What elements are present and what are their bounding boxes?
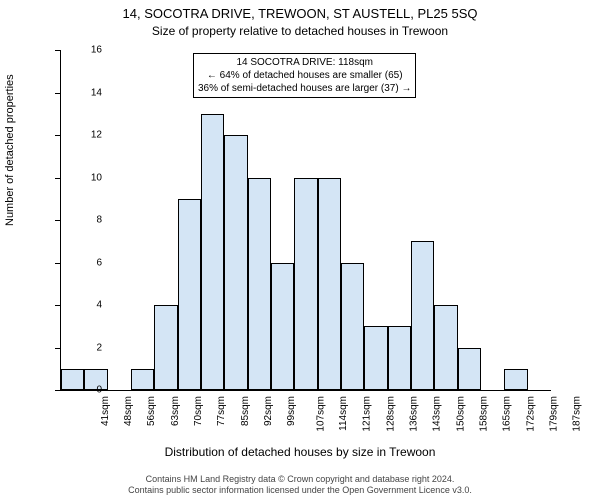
x-tick-label: 187sqm <box>572 396 583 432</box>
y-tick-label: 6 <box>96 257 102 268</box>
annotation-line-1: 14 SOCOTRA DRIVE: 118sqm <box>198 56 411 69</box>
chart-title-2: Size of property relative to detached ho… <box>0 24 600 38</box>
y-tick <box>55 93 61 94</box>
footer-text: Contains HM Land Registry data © Crown c… <box>0 474 600 496</box>
y-tick <box>55 348 61 349</box>
bar <box>434 305 457 390</box>
bar <box>318 178 341 391</box>
y-tick-label: 16 <box>91 45 102 56</box>
annotation-box: 14 SOCOTRA DRIVE: 118sqm ← 64% of detach… <box>193 53 416 98</box>
y-tick-label: 14 <box>91 87 102 98</box>
footer-line-1: Contains HM Land Registry data © Crown c… <box>0 474 600 485</box>
y-tick <box>55 263 61 264</box>
y-tick <box>55 50 61 51</box>
y-tick-label: 12 <box>91 130 102 141</box>
x-tick-label: 158sqm <box>479 396 490 432</box>
bar <box>154 305 177 390</box>
x-tick-label: 92sqm <box>263 396 274 426</box>
x-tick-label: 136sqm <box>409 396 420 432</box>
bar <box>201 114 224 390</box>
chart-title-1: 14, SOCOTRA DRIVE, TREWOON, ST AUSTELL, … <box>0 6 600 21</box>
chart-container: 14, SOCOTRA DRIVE, TREWOON, ST AUSTELL, … <box>0 0 600 500</box>
bar <box>388 326 411 390</box>
x-tick-label: 128sqm <box>385 396 396 432</box>
y-tick-label: 10 <box>91 172 102 183</box>
x-tick-label: 172sqm <box>525 396 536 432</box>
x-tick-label: 85sqm <box>240 396 251 426</box>
y-tick-label: 8 <box>96 215 102 226</box>
plot-area <box>60 50 551 391</box>
x-axis-label: Distribution of detached houses by size … <box>0 445 600 459</box>
y-tick-label: 2 <box>96 342 102 353</box>
bar <box>411 241 434 390</box>
footer-line-2: Contains public sector information licen… <box>0 485 600 496</box>
y-tick-label: 4 <box>96 300 102 311</box>
annotation-line-3: 36% of semi-detached houses are larger (… <box>198 82 411 95</box>
x-tick-label: 165sqm <box>502 396 513 432</box>
x-tick-label: 63sqm <box>170 396 181 426</box>
bar <box>224 135 247 390</box>
bar <box>294 178 317 391</box>
bar <box>178 199 201 390</box>
bar <box>341 263 364 391</box>
x-tick-label: 150sqm <box>455 396 466 432</box>
y-axis-label: Number of detached properties <box>4 74 16 226</box>
x-tick-label: 77sqm <box>216 396 227 426</box>
y-tick <box>55 220 61 221</box>
bar <box>248 178 271 391</box>
annotation-line-2: ← 64% of detached houses are smaller (65… <box>198 69 411 82</box>
bar <box>504 369 527 390</box>
bar <box>271 263 294 391</box>
bar <box>364 326 387 390</box>
x-tick-label: 121sqm <box>362 396 373 432</box>
x-tick-label: 99sqm <box>286 396 297 426</box>
x-tick-label: 41sqm <box>100 396 111 426</box>
x-tick-label: 56sqm <box>146 396 157 426</box>
bar <box>61 369 84 390</box>
x-tick-label: 48sqm <box>123 396 134 426</box>
y-tick <box>55 178 61 179</box>
x-tick-label: 114sqm <box>338 396 349 431</box>
y-tick-label: 0 <box>96 385 102 396</box>
y-tick <box>55 305 61 306</box>
x-tick-label: 179sqm <box>549 396 560 432</box>
x-tick-label: 107sqm <box>315 396 326 432</box>
x-tick-label: 70sqm <box>193 396 204 426</box>
y-tick <box>55 135 61 136</box>
bar <box>458 348 481 391</box>
x-tick-label: 143sqm <box>432 396 443 432</box>
y-tick <box>55 390 61 391</box>
bar <box>131 369 154 390</box>
